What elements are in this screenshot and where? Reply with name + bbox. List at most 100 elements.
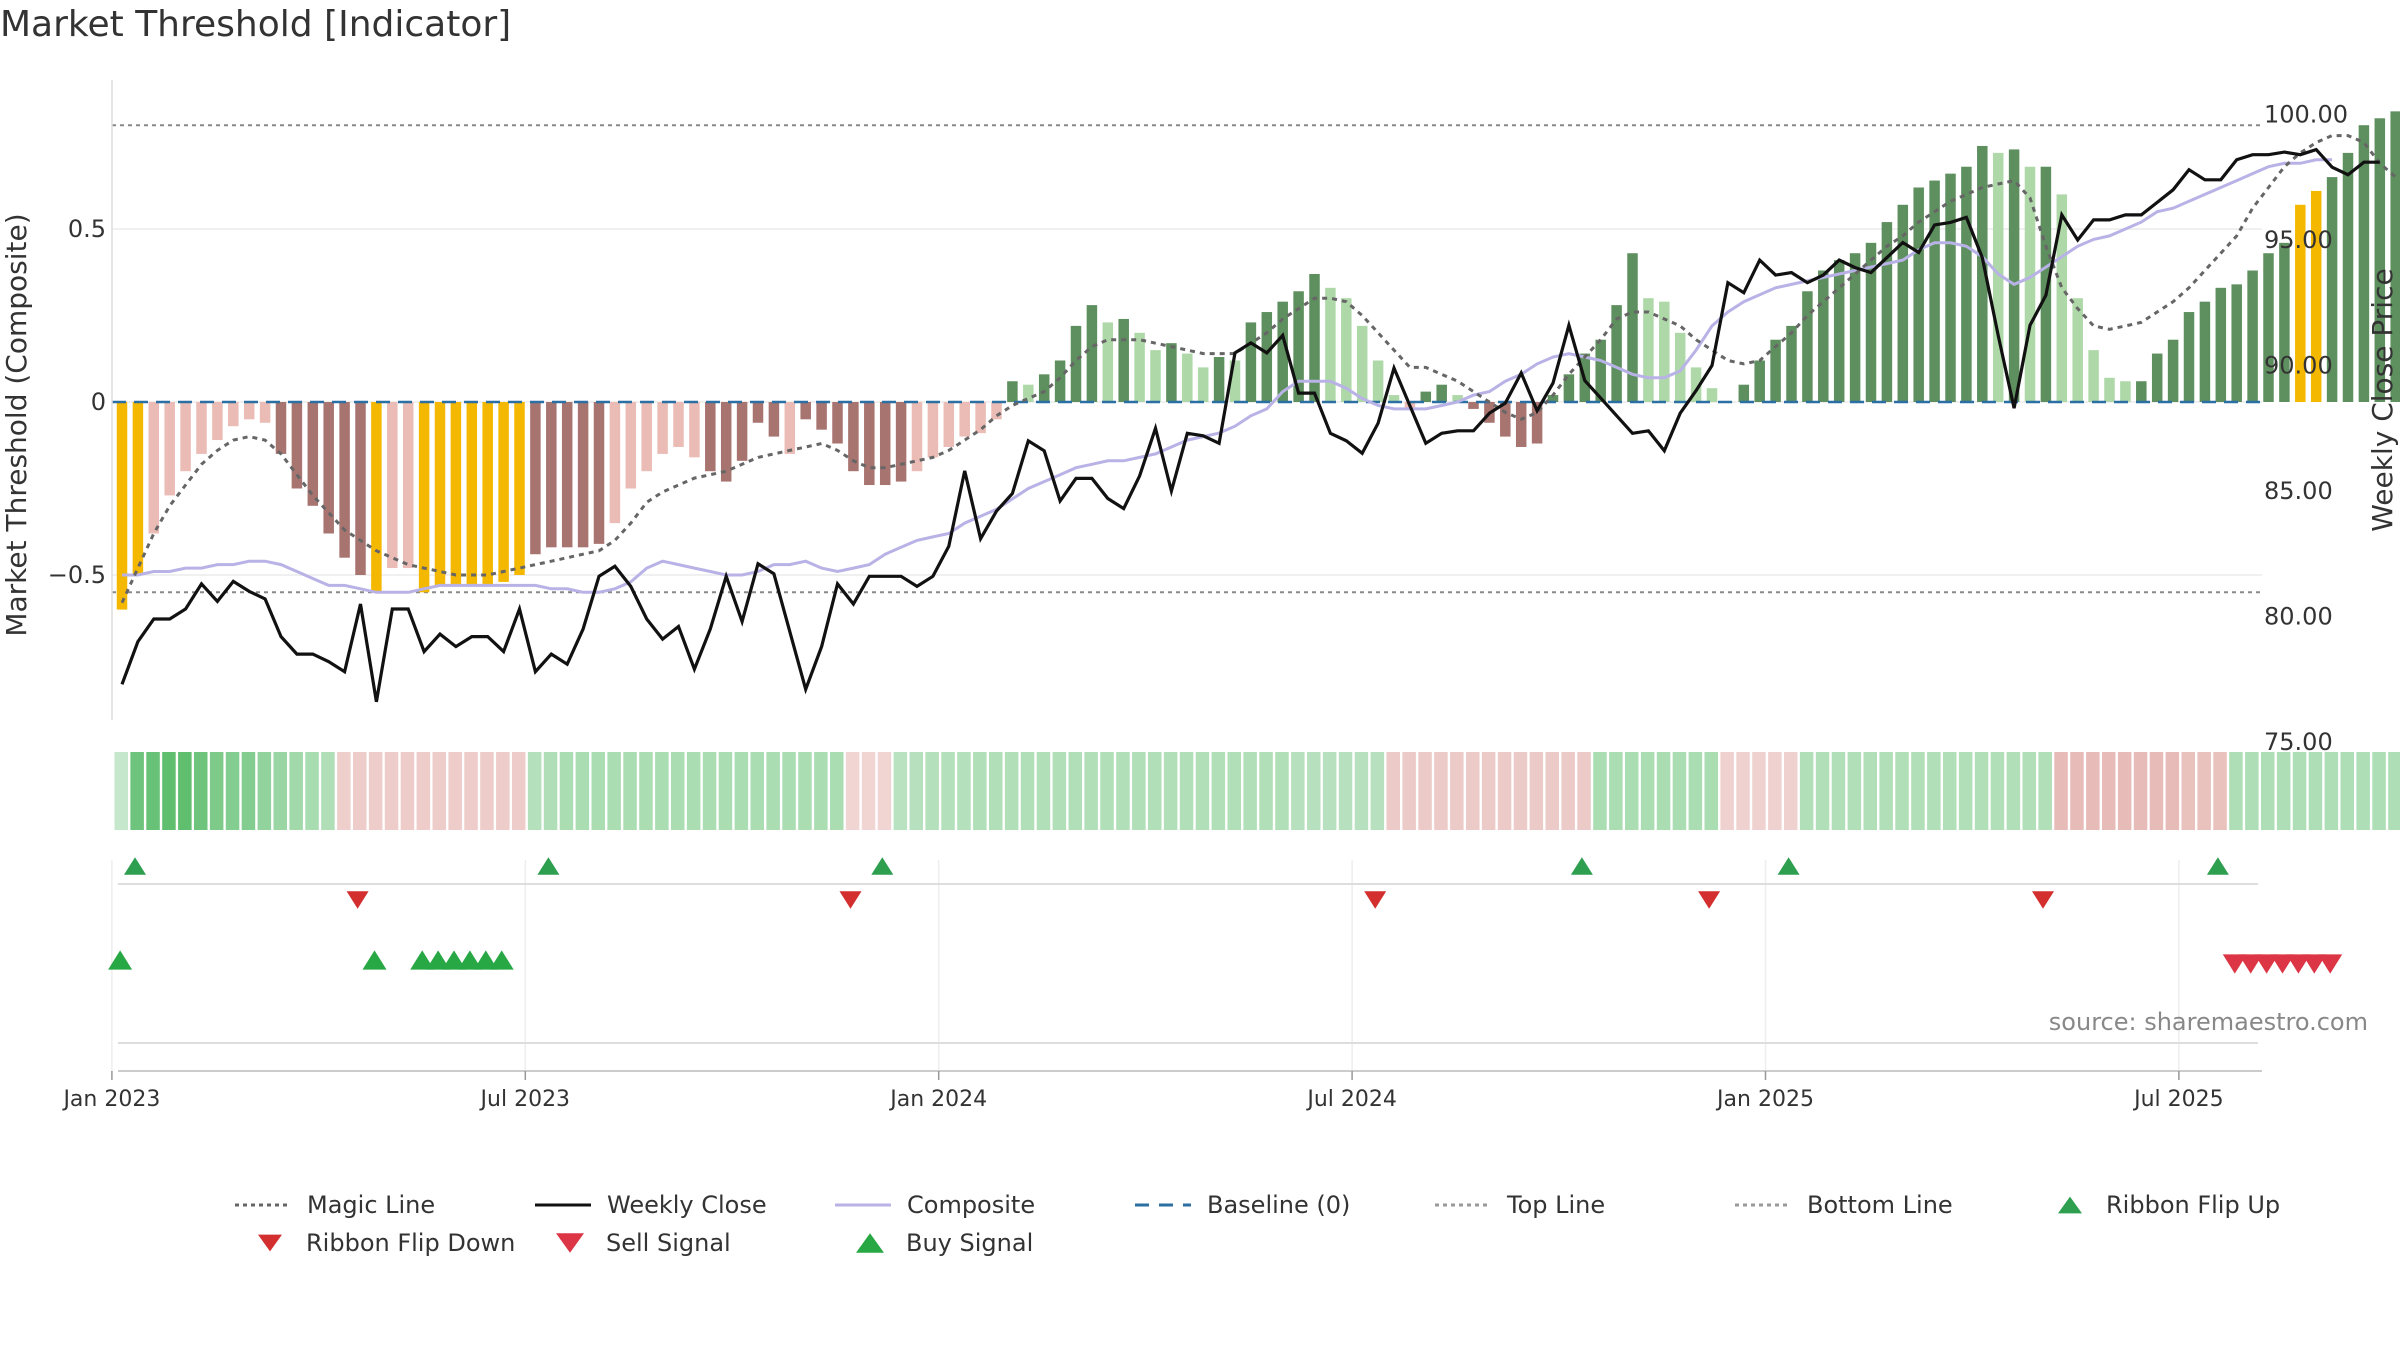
composite-bar	[2295, 204, 2306, 402]
ribbon-flip-up-marker	[2206, 857, 2229, 875]
ribbon-cell	[814, 752, 828, 830]
ribbon-cell	[1243, 752, 1257, 830]
ribbon-cell	[845, 752, 860, 830]
ribbon-cell	[114, 752, 128, 830]
ribbon-cell	[2086, 752, 2100, 830]
composite-bar	[546, 402, 557, 548]
legend-label: Sell Signal	[606, 1229, 731, 1257]
ribbon-cell	[337, 752, 351, 830]
composite-bar	[1897, 204, 1909, 402]
composite-bar	[2040, 166, 2052, 402]
legend-label: Ribbon Flip Up	[2106, 1191, 2281, 1219]
buy-signal-marker	[410, 950, 435, 970]
ribbon-cell	[432, 752, 446, 830]
composite-bar	[1245, 322, 1257, 402]
ribbon-cell	[1036, 752, 1051, 830]
ribbon-cell	[2102, 752, 2116, 830]
ribbon-cell	[1227, 752, 1241, 830]
sell-signal-marker	[2222, 954, 2247, 974]
composite-bar	[259, 402, 271, 423]
ribbon-cell	[607, 752, 621, 830]
ribbon-cell	[1434, 752, 1448, 830]
legend-item: Sell Signal	[550, 1228, 731, 1258]
buy-signal-marker	[426, 950, 451, 970]
composite-bar	[593, 402, 605, 544]
legend-item: Magic Line	[235, 1190, 435, 1220]
composite-bar	[2247, 270, 2258, 402]
composite-bar	[1818, 270, 1829, 402]
composite-bar	[1023, 384, 1034, 402]
composite-bar	[2088, 350, 2099, 402]
ribbon-cell	[893, 752, 908, 830]
composite-bar	[720, 402, 732, 482]
composite-bar	[2104, 377, 2115, 402]
ribbon-cell	[2022, 752, 2036, 830]
composite-bar	[2215, 287, 2227, 402]
ribbon-cell	[241, 752, 256, 830]
ribbon-cell	[2340, 752, 2354, 830]
composite-bar	[864, 402, 875, 486]
composite-bar	[1150, 350, 1161, 402]
composite-bar	[943, 402, 955, 447]
y2-tick-label: 90.00	[2264, 352, 2333, 380]
ribbon-flip-up-marker	[1777, 857, 1800, 875]
ribbon-cell	[639, 752, 653, 830]
composite-bar	[1802, 291, 1813, 402]
composite-bar	[1929, 180, 1940, 402]
ribbon-cell	[702, 752, 717, 830]
buy-signal-marker	[362, 950, 387, 970]
composite-bar	[2151, 353, 2163, 402]
ribbon-cell	[2213, 752, 2227, 830]
composite-bar	[1500, 402, 1511, 437]
magic-line	[120, 134, 2397, 604]
ribbon-cell	[1609, 752, 1623, 830]
composite-bar	[879, 402, 891, 486]
ribbon-cell	[368, 752, 383, 830]
legend-swatch	[1435, 1203, 1491, 1207]
ribbon-cell	[1386, 752, 1400, 830]
composite-bar	[418, 402, 430, 593]
ribbon-cell	[1895, 752, 1909, 830]
composite-bar	[1134, 332, 1145, 402]
composite-bar	[2056, 194, 2068, 402]
ribbon-cell	[2324, 752, 2339, 830]
legend-swatch	[1735, 1203, 1791, 1207]
ribbon-cell	[591, 752, 605, 830]
composite-bar	[1674, 332, 1686, 402]
ribbon-cell	[623, 752, 637, 830]
composite-bar	[768, 402, 780, 437]
ribbon-cell	[400, 752, 415, 830]
composite-bar	[848, 402, 859, 472]
composite-bar	[1038, 374, 1050, 402]
composite-bar	[1690, 367, 1702, 402]
legend-label: Bottom Line	[1807, 1191, 1953, 1219]
composite-bar	[2183, 312, 2195, 402]
ribbon-cell	[2197, 752, 2211, 830]
composite-bar	[1913, 187, 1924, 402]
composite-bar	[1213, 357, 1225, 402]
ribbon-cell	[464, 752, 478, 830]
composite-bar	[927, 402, 939, 458]
composite-bar	[1197, 367, 1209, 402]
composite-bar	[514, 402, 525, 575]
ribbon-cell	[575, 752, 590, 830]
composite-bar	[609, 402, 621, 524]
ribbon-cell	[2070, 752, 2084, 830]
ribbon-cell	[1529, 752, 1544, 830]
composite-bar	[625, 402, 637, 489]
composite-bar	[895, 402, 907, 482]
ribbon-cell	[543, 752, 558, 830]
ribbon-cell	[2308, 752, 2323, 830]
composite-bar	[148, 402, 160, 534]
composite-bar	[1563, 374, 1575, 402]
legend-swatch	[258, 1234, 282, 1252]
ribbon-cell	[1100, 752, 1114, 830]
source-credit: source: sharemaestro.com	[2048, 1008, 2368, 1036]
ribbon-cell	[655, 752, 669, 830]
ribbon-cell	[1815, 752, 1830, 830]
ribbon-cell	[734, 752, 749, 830]
weekly-close-line	[120, 147, 2380, 703]
ribbon-cell	[559, 752, 574, 830]
composite-bar	[705, 402, 716, 472]
legend-label: Baseline (0)	[1207, 1191, 1351, 1219]
